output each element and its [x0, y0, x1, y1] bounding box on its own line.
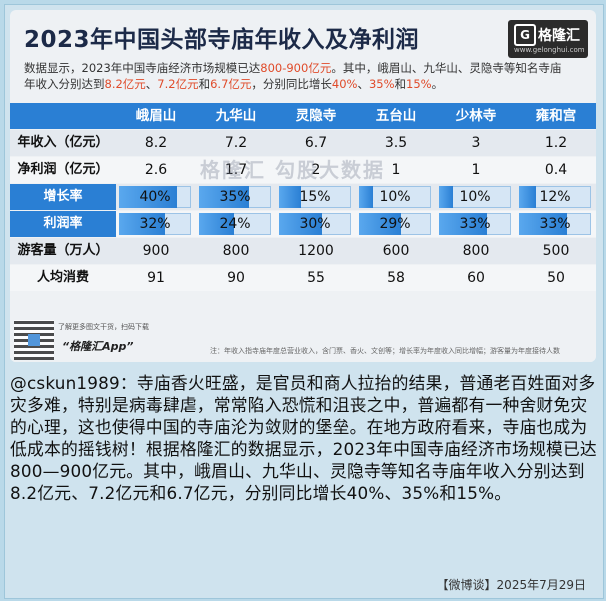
table-cell: 1 [471, 162, 481, 178]
infographic-footer: 了解更多图文干货，扫码下载 “格隆汇App” 注：年收入指寺庙年度总营业收入，含… [10, 316, 596, 362]
table-cell: 3.5 [384, 135, 408, 151]
bar-fill [359, 213, 401, 235]
bar-fill [519, 186, 536, 208]
infographic-description: 数据显示，2023年中国寺庙经济市场规模已达800-900亿元。其中，峨眉山、九… [24, 61, 562, 91]
table-cell: 2 [311, 162, 321, 178]
row-label: 净利润（亿元） [17, 162, 109, 177]
bar-fill [279, 213, 322, 235]
row-label: 利润率 [10, 211, 116, 237]
infographic-card: 2023年中国头部寺庙年收入及净利润 G 格隆汇 www.gelonghui.c… [10, 10, 596, 362]
table-cell: 91 [147, 270, 165, 286]
column-header: 五台山 [375, 108, 417, 124]
footer-app-name: “格隆汇App” [62, 340, 134, 353]
watermark: 格隆汇 勾股大数据 [200, 158, 385, 182]
table-cell: 58 [387, 270, 405, 286]
table-cell: 6.7 [304, 135, 328, 151]
bar-cell: 24% [199, 213, 271, 235]
footer-note: 注：年收入指寺庙年度总营业收入，含门票、香火、文创等；增长率为年度收入同比增幅；… [210, 347, 560, 355]
table-cell: 1200 [298, 243, 334, 259]
table-cell: 50 [547, 270, 565, 286]
bar-cell: 15% [279, 186, 351, 208]
table-cell: 2.6 [144, 162, 168, 178]
table-row: 利润率 32% 24% 30% 29% 33% 33% [10, 211, 596, 237]
bar-value: 32% [139, 216, 171, 232]
bar-value: 30% [299, 216, 331, 232]
bar-cell: 40% [119, 186, 191, 208]
bar-fill [119, 213, 165, 235]
bar-fill [199, 186, 249, 208]
row-label: 游客量（万人） [17, 243, 109, 258]
table-row: 净利润（亿元） 2.6 1.7 2 1 1 0.4 [10, 157, 596, 183]
bar-cell: 32% [119, 213, 191, 235]
bar-value: 29% [379, 216, 411, 232]
row-label: 增长率 [10, 184, 116, 210]
post-text: @cskun1989：寺庙香火旺盛，是官员和商人拉抬的结果，普通老百姓面对多灾多… [10, 373, 597, 503]
g-logo-icon: G [514, 24, 536, 46]
bar-value: 33% [459, 216, 491, 232]
table-cell: 55 [307, 270, 325, 286]
post-credit: 【微博谈】2025年7月29日 [436, 578, 586, 592]
infographic-title: 2023年中国头部寺庙年收入及净利润 [24, 27, 420, 53]
bar-fill [439, 186, 453, 208]
table-cell: 1.7 [224, 162, 248, 178]
bar-cell: 30% [279, 213, 351, 235]
qr-code-icon [14, 320, 54, 360]
table-cell: 500 [542, 243, 570, 259]
bar-cell: 35% [199, 186, 271, 208]
logo-url: www.gelonghui.com [514, 46, 585, 54]
column-header: 雍和宫 [535, 108, 577, 124]
bar-value: 12% [539, 189, 571, 205]
table-cell: 900 [142, 243, 170, 259]
bar-cell: 29% [359, 213, 431, 235]
bar-value: 15% [299, 189, 331, 205]
table-cell: 600 [382, 243, 410, 259]
column-header: 灵隐寺 [295, 108, 337, 124]
bar-fill [359, 186, 373, 208]
column-header: 九华山 [215, 108, 257, 124]
table-cell: 1.2 [544, 135, 568, 151]
table-cell: 800 [222, 243, 250, 259]
table-cell: 800 [462, 243, 490, 259]
temple-table: 峨眉山 九华山 灵隐寺 五台山 少林寺 雍和宫 年收入（亿元） 8.2 7.2 6.7 3.5 3 1… [10, 103, 596, 313]
bar-cell: 12% [519, 186, 591, 208]
footer-download-hint: 了解更多图文干货，扫码下载 [58, 323, 149, 331]
bar-value: 10% [379, 189, 411, 205]
logo-name: 格隆汇 [538, 28, 580, 44]
table-row: 游客量（万人） 900 800 1200 600 800 500 [10, 238, 596, 264]
bar-value: 40% [139, 189, 171, 205]
table-cell: 8.2 [144, 135, 168, 151]
table-row: 人均消费 91 90 55 58 60 50 [10, 265, 596, 291]
table-row: 增长率 40% 35% 15% 10% 10% 12% [10, 184, 596, 210]
bar-value: 35% [219, 189, 251, 205]
bar-cell: 33% [439, 213, 511, 235]
bar-fill [439, 213, 487, 235]
bar-cell: 10% [359, 186, 431, 208]
column-header: 少林寺 [455, 108, 497, 124]
column-header: 峨眉山 [135, 108, 177, 124]
table-cell: 3 [471, 135, 481, 151]
bar-fill [519, 213, 567, 235]
row-label: 人均消费 [36, 270, 89, 285]
table-cell: 1 [391, 162, 401, 178]
bar-fill [199, 213, 234, 235]
table-cell: 0.4 [544, 162, 568, 178]
bar-fill [119, 186, 177, 208]
row-label: 年收入（亿元） [17, 135, 109, 150]
table-header: 峨眉山 九华山 灵隐寺 五台山 少林寺 雍和宫 [10, 103, 596, 129]
bar-value: 10% [459, 189, 491, 205]
bar-fill [279, 186, 301, 208]
bar-cell: 10% [439, 186, 511, 208]
bar-value: 33% [539, 216, 571, 232]
gelonghui-logo: G 格隆汇 www.gelonghui.com [508, 20, 588, 58]
table-cell: 7.2 [224, 135, 248, 151]
bar-value: 24% [219, 216, 251, 232]
table-row: 年收入（亿元） 8.2 7.2 6.7 3.5 3 1.2 [10, 130, 596, 156]
table-cell: 60 [467, 270, 485, 286]
table-cell: 90 [227, 270, 245, 286]
bar-cell: 33% [519, 213, 591, 235]
